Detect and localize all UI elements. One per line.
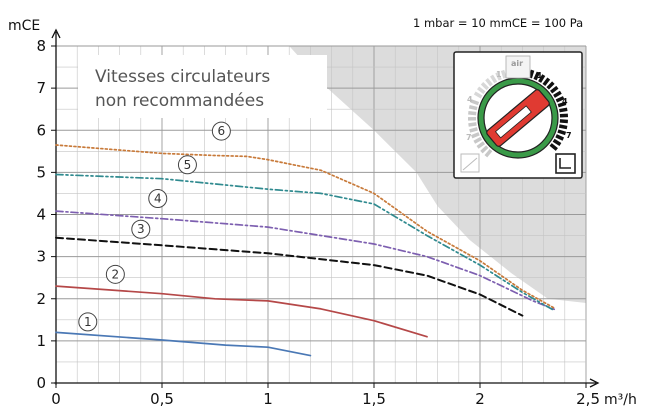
series-label-circle — [148, 188, 168, 208]
unit-note: 1 mbar = 10 mmCE = 100 Pa — [413, 16, 583, 30]
dial-tick — [549, 143, 558, 151]
series-label-text: 4 — [154, 191, 162, 205]
dial-tick — [468, 122, 477, 127]
constant-icon — [555, 153, 576, 174]
series-label-circle — [211, 121, 231, 141]
dial-tick — [495, 71, 502, 81]
dial-tick — [546, 81, 555, 90]
series-label-text: 5 — [184, 158, 192, 172]
y-tick-label: 5 — [36, 163, 46, 181]
y-tick-label: 0 — [36, 374, 46, 392]
dial-label-outer-4: 4 — [562, 97, 568, 106]
y-tick-label: 8 — [36, 37, 46, 55]
series-line-4 — [55, 210, 556, 311]
y-tick-label: 4 — [36, 206, 46, 224]
air-icon: air — [505, 55, 531, 79]
y-tick-label: 2 — [36, 290, 46, 308]
axes: 0 1 2 3 4 5 6 7 8 0 0,5 1 1,5 2 2,5 — [36, 28, 600, 408]
dial-tick — [528, 69, 535, 79]
dial-tick — [485, 78, 493, 87]
air-icon-label: air — [511, 59, 523, 68]
y-axis-label: mCE — [8, 18, 40, 34]
dial-tick — [557, 101, 567, 108]
region-label-line2: non recommandées — [95, 91, 264, 111]
series-label-text: 3 — [137, 222, 145, 236]
series-label-1: 1 — [78, 312, 98, 332]
curve-icon — [460, 153, 480, 173]
dial-label-inner-1: 1 — [496, 70, 502, 79]
dial-tick — [557, 129, 567, 136]
dial-tick — [542, 77, 551, 86]
series-label-text: 2 — [112, 267, 120, 281]
dial-tick — [500, 69, 507, 79]
dial-tick — [558, 124, 568, 130]
x-tick-label: 0,5 — [150, 390, 174, 408]
series-label-circle — [131, 219, 151, 239]
dial-tick — [559, 107, 568, 113]
y-tick-label: 1 — [36, 332, 46, 350]
x-tick-label: 1,5 — [362, 390, 386, 408]
dial-tick — [477, 86, 486, 95]
series-label-6: 6 — [211, 121, 231, 141]
series-label-text: 1 — [84, 315, 92, 329]
series-line-2 — [55, 285, 428, 338]
x-tick-label: 0 — [51, 390, 61, 408]
series-group — [55, 144, 556, 357]
y-tick-label: 6 — [36, 121, 46, 139]
x-tick-label: 1 — [263, 390, 273, 408]
series-labels: 1 2 3 4 5 6 — [78, 121, 231, 332]
dial-tick — [553, 90, 562, 98]
y-tick-label: 7 — [36, 79, 46, 97]
dial-tick — [533, 71, 540, 81]
region-label-box — [78, 55, 327, 118]
series-line-1 — [55, 331, 312, 357]
dial-label-outer-7: 7 — [566, 131, 572, 140]
dial-label-inner-4: 4 — [467, 95, 473, 104]
dial-tick — [555, 96, 565, 103]
dial-tick — [473, 136, 483, 144]
dial-tick — [469, 127, 478, 133]
dial-label-inner-7: 7 — [466, 133, 472, 142]
series-line-3 — [55, 236, 524, 317]
dial-knob — [486, 89, 550, 147]
dial-tick — [550, 85, 559, 94]
region-label: Vitesses circulateurs — [95, 67, 270, 87]
x-axis-label: m³/h — [604, 392, 637, 408]
series-line-6 — [55, 144, 556, 309]
dial-tick — [480, 82, 490, 91]
dial-tick — [470, 132, 480, 139]
speed-dial-illustration: air 1 4 7 1 4 7 — [453, 51, 583, 179]
x-tick-label: 2,5 — [576, 390, 600, 408]
dial-tick — [484, 149, 493, 158]
dial-tick — [480, 145, 489, 154]
dial-tick — [559, 119, 569, 124]
y-tick-label: 3 — [36, 248, 46, 266]
dial-ring-inner — [483, 83, 553, 153]
x-tick-label: 2 — [475, 390, 485, 408]
dial-tick — [490, 74, 498, 84]
series-label-circle — [105, 264, 125, 284]
dial-tick — [470, 99, 480, 106]
dial-ticks — [467, 67, 569, 158]
series-label-circle — [177, 155, 197, 175]
series-line-5 — [55, 173, 556, 312]
series-label-4: 4 — [148, 188, 168, 208]
x-axis-arrow — [589, 378, 600, 388]
dial-tick — [476, 141, 486, 149]
series-label-3: 3 — [131, 219, 151, 239]
series-label-5: 5 — [177, 155, 197, 175]
dial-tick — [468, 111, 477, 116]
series-label-text: 6 — [218, 124, 226, 138]
dial-tick — [468, 105, 478, 111]
y-axis-arrow — [51, 28, 61, 39]
series-label-2: 2 — [105, 264, 125, 284]
dial-tick — [473, 91, 483, 99]
dial-tick — [552, 138, 562, 146]
series-label-circle — [78, 312, 98, 332]
dial-tick — [538, 74, 546, 83]
dial-tick — [555, 134, 565, 141]
dial-label-outer-1: 1 — [537, 71, 543, 80]
